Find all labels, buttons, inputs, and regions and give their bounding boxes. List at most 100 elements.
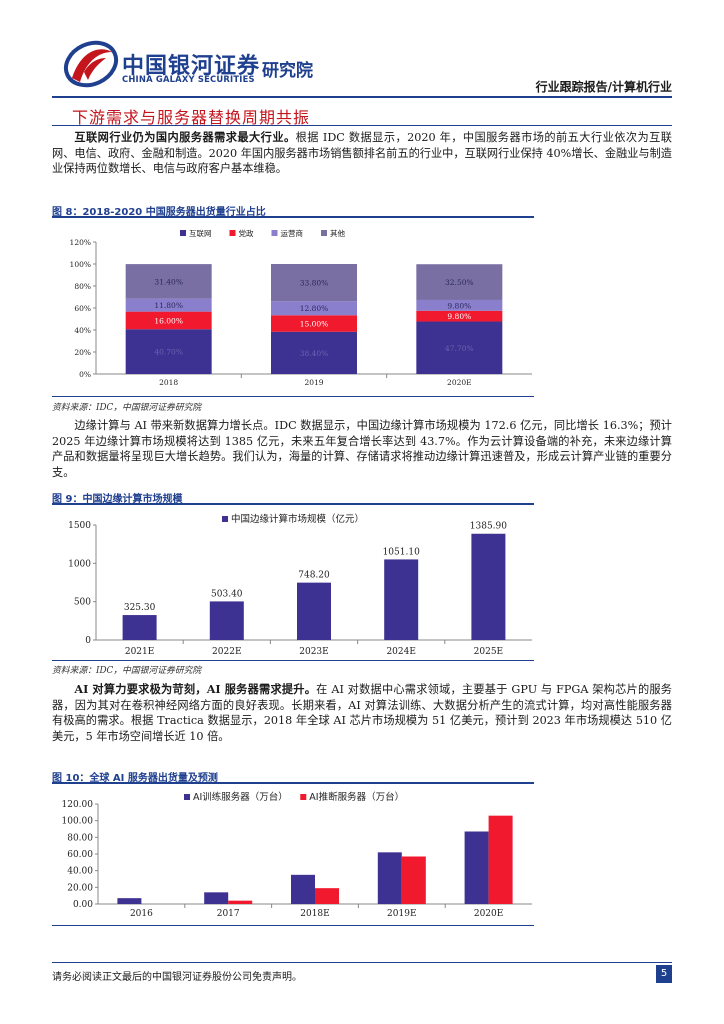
legend-swatch bbox=[300, 794, 307, 800]
bar-segment bbox=[416, 264, 503, 300]
bar bbox=[377, 852, 402, 904]
bar-segment bbox=[125, 329, 212, 374]
data-label: 47.70% bbox=[445, 344, 474, 353]
y-tick-label: 60.00 bbox=[67, 850, 93, 860]
legend-label: AI训练服务器（万台） bbox=[193, 791, 288, 803]
legend-label: 互联网 bbox=[189, 229, 212, 238]
legend-label: AI推断服务器（万台） bbox=[309, 791, 404, 803]
legend-label: 中国边缘计算市场规模（亿元） bbox=[231, 513, 364, 525]
legend-label: 运营商 bbox=[281, 228, 304, 238]
y-tick-label: 100% bbox=[70, 260, 91, 269]
bar-segment bbox=[125, 298, 212, 312]
report-type: 行业跟踪报告/计算机行业 bbox=[535, 80, 672, 94]
y-tick-label: 100.00 bbox=[62, 817, 94, 827]
paragraph-edge-computing: 边缘计算与 AI 带来新数据算力增长点。IDC 数据显示，中国边缘计算市场规模为… bbox=[52, 419, 672, 479]
bar-segment bbox=[271, 315, 357, 332]
bar bbox=[297, 582, 331, 640]
data-label: 32.50% bbox=[445, 278, 474, 287]
x-tick-label: 2017 bbox=[217, 909, 240, 919]
x-tick-label: 2018 bbox=[159, 378, 178, 387]
page-header: 中国银河证券 CHINA GALAXY SECURITIES 研究院 行业跟踪报… bbox=[0, 0, 724, 100]
logo-chinese-name: 中国银河证券 bbox=[122, 54, 261, 79]
footer-divider bbox=[52, 962, 672, 963]
chart-server-industry-share: 0% 20% 40% 60% 80% 100% 120% 2018 2019 2020E 互联网 党政… bbox=[70, 228, 532, 387]
data-label: 9.80% bbox=[447, 312, 471, 321]
x-tick-label: 2025E bbox=[474, 647, 503, 657]
galaxy-logo-icon bbox=[63, 40, 119, 88]
section-title: 下游需求与服务器替换周期共振 bbox=[72, 108, 311, 127]
bar bbox=[384, 559, 419, 640]
x-tick-label: 2020E bbox=[474, 909, 503, 919]
paragraph-lead: 互联网行业仍为国内服务器需求最大行业。 bbox=[74, 130, 296, 144]
legend-swatch bbox=[321, 230, 327, 236]
data-label: 16.00% bbox=[154, 316, 183, 325]
paragraph-ai-servers: AI 对算力要求极为苛刻，AI 服务器需求提升。在 AI 对数据中心需求领域，主… bbox=[52, 682, 672, 744]
bar bbox=[291, 874, 315, 904]
bar-segment bbox=[125, 264, 212, 299]
bar bbox=[464, 831, 489, 904]
data-label: 11.80% bbox=[154, 301, 183, 310]
data-label: 33.80% bbox=[300, 279, 329, 288]
bar bbox=[122, 615, 157, 640]
data-label: 40.70% bbox=[154, 348, 183, 357]
chart-ai-server-shipments: 0.00 20.00 40.00 60.00 80.00 100.00 120.00 2016… bbox=[62, 791, 532, 919]
legend-swatch bbox=[222, 516, 228, 522]
header-divider bbox=[52, 96, 672, 98]
legend-swatch bbox=[180, 230, 186, 236]
data-label: 38.40% bbox=[300, 349, 329, 358]
y-tick-label: 60% bbox=[74, 304, 91, 313]
y-tick-label: 1500 bbox=[68, 521, 91, 531]
y-tick-label: 120% bbox=[70, 238, 91, 247]
bar-segment bbox=[271, 264, 357, 302]
x-tick-label: 2019E bbox=[387, 909, 416, 919]
paragraph-internet-demand: 互联网行业仍为国内服务器需求最大行业。根据 IDC 数据显示，2020 年，中国… bbox=[52, 130, 672, 177]
section-title-divider bbox=[52, 125, 672, 126]
bar-segment bbox=[416, 299, 503, 311]
x-tick-label: 2020E bbox=[447, 378, 472, 387]
bar-segment bbox=[271, 331, 357, 374]
data-label: 31.40% bbox=[154, 277, 183, 286]
figure-10-bottom-rule bbox=[52, 925, 534, 926]
page-number: 5 bbox=[656, 965, 672, 983]
y-tick-label: 80% bbox=[74, 282, 91, 291]
data-label: 503.40 bbox=[211, 589, 243, 599]
legend-swatch bbox=[184, 794, 190, 800]
bar-segment bbox=[416, 321, 503, 374]
paragraph-body: 根据 IDC 数据显示，2020 年，中国服务器市场的前五大行业依次为互联网、电… bbox=[52, 131, 672, 176]
bar bbox=[117, 898, 142, 904]
y-tick-label: 0 bbox=[85, 636, 91, 646]
y-tick-label: 0.00 bbox=[73, 900, 93, 910]
y-tick-label: 120.00 bbox=[62, 800, 94, 810]
bar bbox=[204, 892, 229, 904]
x-tick-label: 2016 bbox=[130, 909, 153, 919]
data-label: 748.20 bbox=[298, 571, 330, 581]
legend-label: 党政 bbox=[239, 228, 254, 238]
bar bbox=[315, 888, 339, 904]
figure-9-title: 图 9：中国边缘计算市场规模 bbox=[52, 494, 183, 505]
data-label: 12.80% bbox=[300, 304, 329, 313]
data-label: 1385.90 bbox=[470, 522, 507, 532]
footer-disclaimer: 请务必阅读正文最后的中国银河证券股份公司免责声明。 bbox=[52, 972, 302, 983]
x-tick-label: 2023E bbox=[299, 647, 328, 657]
y-tick-label: 0% bbox=[79, 370, 91, 379]
x-tick-label: 2019 bbox=[304, 378, 323, 387]
x-tick-label: 2021E bbox=[125, 647, 154, 657]
data-label: 9.80% bbox=[447, 301, 471, 310]
bar bbox=[228, 900, 253, 904]
bar-segment bbox=[416, 310, 503, 322]
chart-edge-computing-market: 0 500 1000 1500 2021E 2022E 2023E 2024E 2025E 中国边… bbox=[68, 513, 532, 657]
bar bbox=[401, 856, 426, 904]
y-tick-label: 20.00 bbox=[67, 883, 93, 893]
bar bbox=[471, 533, 506, 640]
figure-9-top-rule bbox=[52, 503, 534, 505]
y-tick-label: 40% bbox=[74, 326, 91, 335]
y-tick-label: 80.00 bbox=[67, 833, 93, 843]
bar bbox=[488, 815, 513, 904]
legend-swatch bbox=[229, 230, 236, 236]
x-tick-label: 2022E bbox=[212, 647, 241, 657]
figure-9-source: 资料来源：IDC，中国银河证券研究院 bbox=[52, 666, 202, 676]
paragraph-body: 在 AI 对数据中心需求领域，主要基于 GPU 与 FPGA 架构芯片的服务器，… bbox=[52, 683, 672, 743]
bar-segment bbox=[271, 301, 357, 316]
figure-8-source: 资料来源：IDC，中国银河证券研究院 bbox=[52, 403, 202, 413]
bar-segment bbox=[125, 311, 212, 330]
